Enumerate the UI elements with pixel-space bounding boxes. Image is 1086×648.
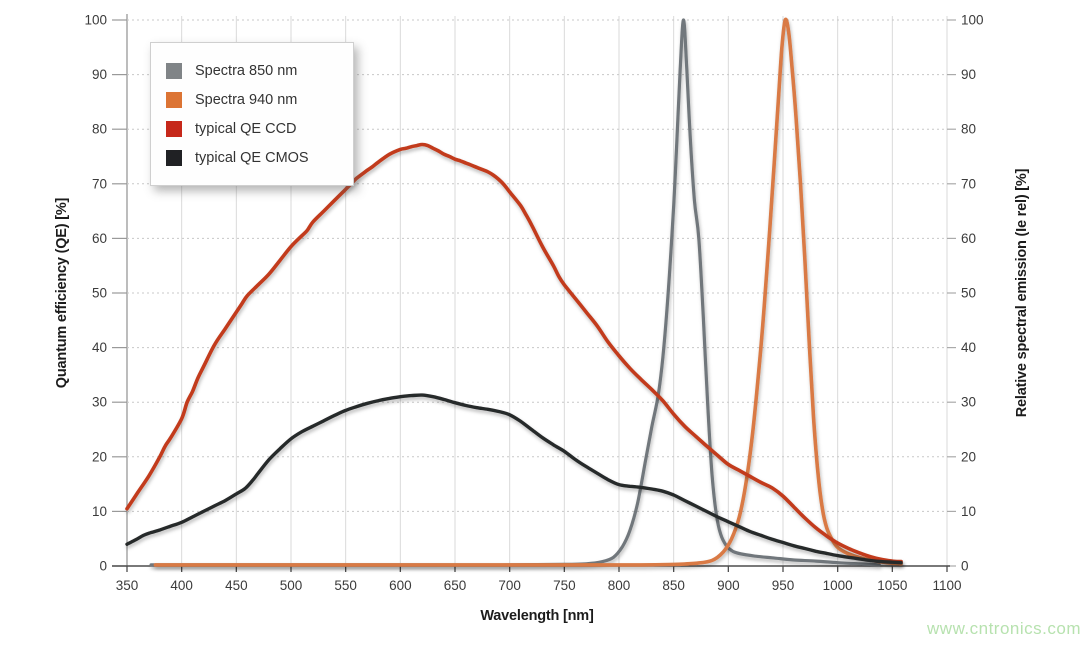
legend-label: typical QE CCD xyxy=(195,120,297,137)
x-tick-label-1000: 1000 xyxy=(823,578,853,593)
x-tick-label-550: 550 xyxy=(334,578,357,593)
x-tick-label-600: 600 xyxy=(389,578,412,593)
x-tick-label-500: 500 xyxy=(280,578,303,593)
y-tick-label-right-100: 100 xyxy=(961,13,984,28)
y-tick-label-right-0: 0 xyxy=(961,559,969,574)
legend-label: Spectra 850 nm xyxy=(195,62,298,79)
legend: Spectra 850 nm Spectra 940 nm typical QE… xyxy=(150,42,354,186)
x-tick-label-900: 900 xyxy=(717,578,740,593)
legend-swatch-qe-cmos xyxy=(166,149,182,166)
x-tick-label-700: 700 xyxy=(498,578,521,593)
legend-item-spectra-850: Spectra 850 nm xyxy=(166,56,343,85)
y-tick-label-left-0: 0 xyxy=(99,559,107,574)
legend-label: Spectra 940 nm xyxy=(195,91,298,108)
legend-swatch-qe-ccd xyxy=(166,120,182,137)
x-tick-label-650: 650 xyxy=(444,578,467,593)
x-tick-label-1050: 1050 xyxy=(877,578,907,593)
y-tick-label-right-90: 90 xyxy=(961,67,976,82)
y-tick-label-right-60: 60 xyxy=(961,231,976,246)
y-tick-label-left-30: 30 xyxy=(92,395,107,410)
y-tick-label-left-60: 60 xyxy=(92,231,107,246)
y-tick-label-right-30: 30 xyxy=(961,395,976,410)
y-tick-label-left-20: 20 xyxy=(92,449,107,464)
legend-item-spectra-940: Spectra 940 nm xyxy=(166,85,343,114)
x-tick-label-1100: 1100 xyxy=(932,578,961,593)
legend-label: typical QE CMOS xyxy=(195,149,309,166)
series-curve-typical-qe-ccd xyxy=(125,142,903,564)
x-tick-label-400: 400 xyxy=(170,578,193,593)
series-curve-spectra-940-nm xyxy=(153,17,903,567)
x-tick-label-350: 350 xyxy=(116,578,139,593)
x-tick-label-950: 950 xyxy=(772,578,795,593)
y-tick-label-left-10: 10 xyxy=(92,504,107,519)
y-tick-label-left-40: 40 xyxy=(92,340,107,355)
x-axis-title: Wavelength [nm] xyxy=(480,608,594,624)
y-tick-label-right-10: 10 xyxy=(961,504,976,519)
y-tick-label-left-80: 80 xyxy=(92,122,107,137)
y-tick-label-right-80: 80 xyxy=(961,122,976,137)
x-tick-label-850: 850 xyxy=(662,578,685,593)
x-tick-label-800: 800 xyxy=(608,578,631,593)
legend-swatch-spectra-850 xyxy=(166,62,182,79)
y-axis-title-left: Quantum efficiency (QE) [%] xyxy=(54,197,70,389)
y-tick-label-left-70: 70 xyxy=(92,176,107,191)
y-tick-label-left-50: 50 xyxy=(92,286,107,301)
y-tick-label-left-90: 90 xyxy=(92,67,107,82)
legend-item-qe-cmos: typical QE CMOS xyxy=(166,143,343,172)
y-tick-label-right-40: 40 xyxy=(961,340,976,355)
legend-item-qe-ccd: typical QE CCD xyxy=(166,114,343,143)
x-tick-label-450: 450 xyxy=(225,578,248,593)
series-curve-spectra-850-nm xyxy=(149,18,881,567)
y-tick-label-right-20: 20 xyxy=(961,449,976,464)
y-axis-title-right: Relative spectral emission (Ie rel) [%] xyxy=(1014,168,1030,418)
watermark: www.cntronics.com xyxy=(927,619,1081,638)
x-tick-label-750: 750 xyxy=(553,578,576,593)
y-tick-label-right-70: 70 xyxy=(961,176,976,191)
y-tick-label-right-50: 50 xyxy=(961,286,976,301)
legend-swatch-spectra-940 xyxy=(166,91,182,108)
series-curve-typical-qe-cmos xyxy=(125,393,903,565)
y-tick-label-left-100: 100 xyxy=(84,13,107,28)
